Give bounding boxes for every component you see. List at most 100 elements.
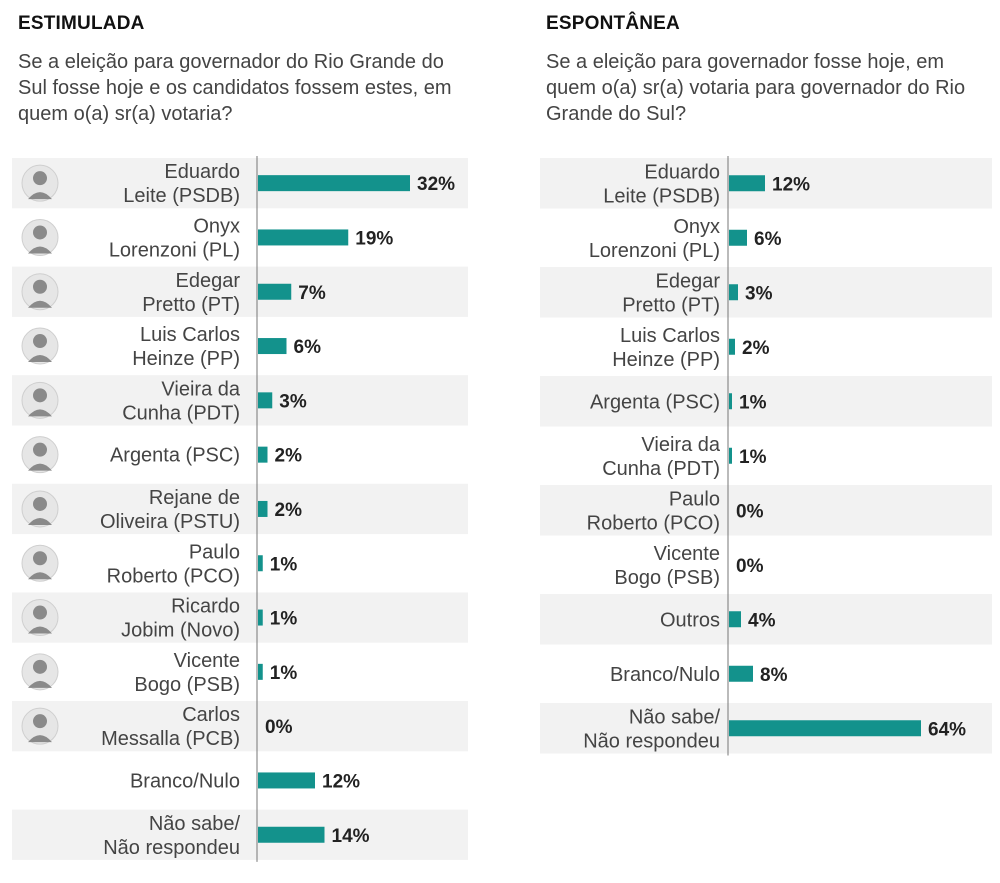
bar <box>258 500 268 517</box>
value-label: 14% <box>332 826 370 847</box>
value-label: 1% <box>270 663 298 684</box>
bar <box>729 611 741 628</box>
category-label: Ricardo <box>171 596 240 618</box>
value-label: 64% <box>928 719 966 740</box>
bar <box>258 826 325 843</box>
category-label: Não sabe/ <box>629 706 721 728</box>
candidate-photo-icon <box>21 490 59 528</box>
value-label: 2% <box>275 446 303 467</box>
category-label: Onyx <box>193 215 240 237</box>
value-label: 1% <box>739 447 767 468</box>
row-background <box>540 376 992 427</box>
category-label: Cunha (PDT) <box>602 458 720 480</box>
category-label: Não respondeu <box>103 837 240 859</box>
row-background <box>12 483 468 535</box>
category-label: Não respondeu <box>583 730 720 752</box>
candidate-photo-icon <box>21 653 59 691</box>
bar <box>258 175 410 192</box>
value-label: 6% <box>754 229 782 250</box>
candidate-photo-icon <box>21 218 59 256</box>
category-label: Bogo (PSB) <box>614 567 720 589</box>
value-label: 6% <box>294 337 322 358</box>
category-label: Onyx <box>673 216 720 238</box>
category-label: Heinze (PP) <box>612 349 720 371</box>
bar <box>258 663 263 680</box>
category-label: Edegar <box>176 270 241 292</box>
candidate-photo-icon <box>21 707 59 745</box>
candidate-photo-icon <box>21 164 59 202</box>
bar <box>258 338 287 355</box>
category-label: Heinze (PP) <box>132 348 240 370</box>
bar <box>729 447 732 464</box>
value-label: 2% <box>742 338 770 359</box>
category-label: Eduardo <box>164 161 240 183</box>
value-label: 4% <box>748 610 776 631</box>
category-label: Oliveira (PSTU) <box>100 511 240 533</box>
row-background <box>12 809 468 860</box>
category-label: Roberto (PCO) <box>107 565 240 587</box>
value-label: 3% <box>745 283 773 304</box>
bar <box>729 175 765 192</box>
value-label: 32% <box>417 174 455 195</box>
value-label: 3% <box>279 391 307 412</box>
row-background <box>12 266 468 317</box>
category-label: Lorenzoni (PL) <box>589 240 720 262</box>
category-label: Luis Carlos <box>620 325 720 347</box>
candidate-photo-icon <box>21 327 59 365</box>
bar <box>258 283 292 300</box>
category-label: Vicente <box>174 650 240 672</box>
category-label: Paulo <box>669 488 720 510</box>
category-label: Carlos <box>182 704 240 726</box>
row-background <box>540 158 992 209</box>
row-background <box>12 592 468 643</box>
value-label: 0% <box>736 556 764 577</box>
category-label: Argenta (PSC) <box>110 445 240 467</box>
value-label: 12% <box>772 174 810 195</box>
value-label: 1% <box>270 609 298 630</box>
bar <box>258 392 273 409</box>
category-label: Messalla (PCB) <box>101 728 240 750</box>
category-label: Luis Carlos <box>140 324 240 346</box>
bar <box>258 772 315 789</box>
bar <box>729 338 735 355</box>
value-label: 8% <box>760 665 788 686</box>
bar <box>258 446 268 463</box>
candidate-photo-icon <box>21 599 59 637</box>
row-background <box>540 485 992 536</box>
value-label: 12% <box>322 771 360 792</box>
category-label: Paulo <box>189 541 240 563</box>
category-label: Outros <box>660 609 720 631</box>
candidate-photo-icon <box>21 436 59 474</box>
row-background <box>540 267 992 318</box>
bar <box>729 720 921 737</box>
category-label: Lorenzoni (PL) <box>109 239 240 261</box>
bar <box>729 229 747 246</box>
value-label: 0% <box>736 501 764 522</box>
category-label: Pretto (PT) <box>622 294 720 316</box>
category-label: Jobim (Novo) <box>121 620 240 642</box>
row-background <box>12 701 468 752</box>
category-label: Vieira da <box>641 434 720 456</box>
bar <box>258 609 263 626</box>
bar <box>258 229 349 246</box>
category-label: Cunha (PDT) <box>122 402 240 424</box>
candidate-photo-icon <box>21 381 59 419</box>
panel-question: Se a eleição para governador fosse hoje,… <box>546 51 966 125</box>
panel-title: ESTIMULADA <box>18 13 145 34</box>
category-label: Não sabe/ <box>149 813 241 835</box>
category-label: Bogo (PSB) <box>134 674 240 696</box>
value-label: 2% <box>275 500 303 521</box>
candidate-photo-icon <box>21 544 59 582</box>
value-label: 7% <box>298 283 326 304</box>
bar <box>729 393 732 410</box>
category-label: Argenta (PSC) <box>590 391 720 413</box>
value-label: 0% <box>265 717 293 738</box>
category-label: Roberto (PCO) <box>587 512 720 534</box>
category-label: Branco/Nulo <box>610 664 720 686</box>
category-label: Branco/Nulo <box>130 770 240 792</box>
candidate-photo-icon <box>21 273 59 311</box>
category-label: Rejane de <box>149 487 240 509</box>
value-label: 1% <box>739 392 767 413</box>
